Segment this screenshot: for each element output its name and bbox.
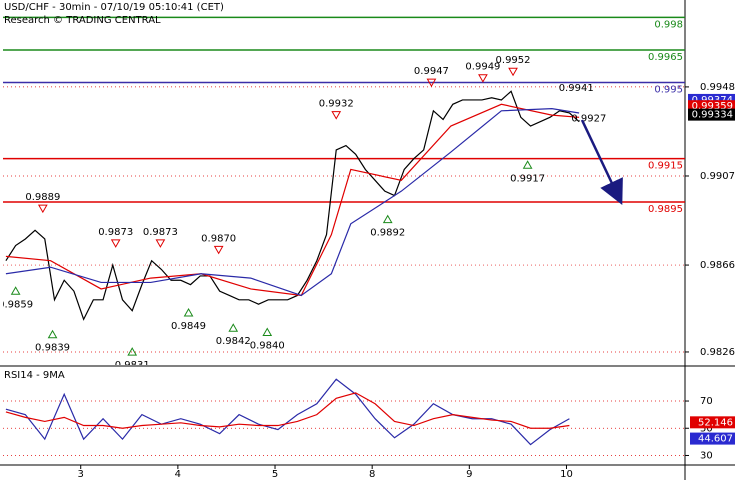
annotation-label: 0.9941 bbox=[559, 83, 594, 94]
low-marker bbox=[262, 327, 273, 337]
x-tick-label: 5 bbox=[272, 469, 278, 480]
annotation-label: 0.9947 bbox=[414, 66, 449, 77]
annotation-label: 0.9873 bbox=[143, 227, 178, 238]
price-panel: 0.998 0.9965 0.995 0.9915 0.9895 0.9889 0.9859… bbox=[0, 16, 685, 371]
line-series bbox=[5, 378, 570, 446]
high-marker bbox=[110, 239, 121, 248]
rsi-tag-label: 44.607 bbox=[698, 434, 733, 445]
high-marker bbox=[37, 204, 48, 214]
low-marker bbox=[127, 347, 138, 356]
high-marker bbox=[155, 239, 166, 248]
chart-title: USD/CHF - 30min - 07/10/19 05:10:41 (CET… bbox=[4, 2, 224, 13]
rsi-title: RSI14 - 9MA bbox=[4, 370, 65, 381]
x-tick-label: 4 bbox=[175, 469, 181, 480]
high-marker bbox=[213, 245, 224, 255]
x-tick-label: 10 bbox=[560, 469, 573, 480]
line-series bbox=[5, 103, 580, 297]
x-tick-label: 9 bbox=[466, 469, 472, 480]
level-label: 0.9915 bbox=[648, 161, 683, 172]
axes: 0.99480.99070.98660.982634589100.993740.… bbox=[78, 82, 735, 480]
high-marker bbox=[426, 78, 437, 88]
x-tick-label: 3 bbox=[78, 469, 84, 480]
rsi-tag bbox=[690, 416, 735, 429]
annotation-label: 0.9849 bbox=[171, 321, 206, 332]
low-marker bbox=[382, 214, 393, 224]
forecast-arrow bbox=[580, 119, 623, 206]
y-tick-label: 0.9866 bbox=[700, 260, 735, 271]
annotation-label: 0.9952 bbox=[496, 55, 531, 66]
annotation-label: 0.9840 bbox=[250, 341, 285, 352]
high-marker bbox=[478, 74, 488, 83]
level-label: 0.9895 bbox=[648, 204, 683, 215]
level-label: 0.998 bbox=[654, 19, 683, 30]
annotation-label: 0.9917 bbox=[510, 173, 545, 184]
price-tag bbox=[688, 108, 735, 121]
price-tag-label: 0.99334 bbox=[692, 110, 733, 121]
y-tick-label: 30 bbox=[700, 450, 713, 461]
rsi-tag bbox=[690, 432, 735, 445]
annotation-label: 0.9927 bbox=[571, 114, 606, 125]
annotation-label: 0.9892 bbox=[370, 228, 405, 239]
line-series bbox=[5, 90, 580, 321]
line-series bbox=[5, 392, 570, 429]
high-marker bbox=[331, 111, 342, 120]
annotation-label: 0.9831 bbox=[115, 360, 150, 371]
annotation-label: 0.9932 bbox=[319, 99, 354, 110]
rsi-panel bbox=[3, 378, 685, 456]
y-tick-label: 70 bbox=[700, 396, 713, 407]
high-marker bbox=[508, 67, 518, 77]
rsi-tag-label: 52.146 bbox=[698, 417, 733, 428]
low-marker bbox=[228, 323, 239, 332]
x-tick-label: 8 bbox=[369, 469, 375, 480]
price-tag-label: 0.99359 bbox=[692, 101, 733, 112]
annotation-label: 0.9889 bbox=[25, 192, 60, 203]
y-tick-label: 50 bbox=[700, 423, 713, 434]
y-tick-label: 0.9826 bbox=[700, 347, 735, 358]
annotation-label: 0.9839 bbox=[35, 343, 70, 354]
low-marker bbox=[183, 307, 194, 317]
chart-subtitle: Research © TRADING CENTRAL bbox=[4, 15, 161, 26]
annotation-label: 0.9870 bbox=[201, 233, 236, 244]
level-label: 0.995 bbox=[654, 85, 683, 96]
low-marker bbox=[10, 286, 21, 295]
low-marker bbox=[522, 160, 533, 169]
line-series bbox=[5, 108, 580, 297]
low-marker bbox=[47, 329, 58, 339]
annotation-label: 0.9873 bbox=[98, 227, 133, 238]
y-tick-label: 0.9948 bbox=[700, 82, 735, 93]
level-label: 0.9965 bbox=[648, 52, 683, 63]
annotation-label: 0.9949 bbox=[465, 62, 500, 73]
annotation-label: 0.9859 bbox=[0, 299, 33, 310]
y-tick-label: 0.9907 bbox=[700, 171, 735, 182]
annotation-label: 0.9842 bbox=[216, 336, 251, 347]
